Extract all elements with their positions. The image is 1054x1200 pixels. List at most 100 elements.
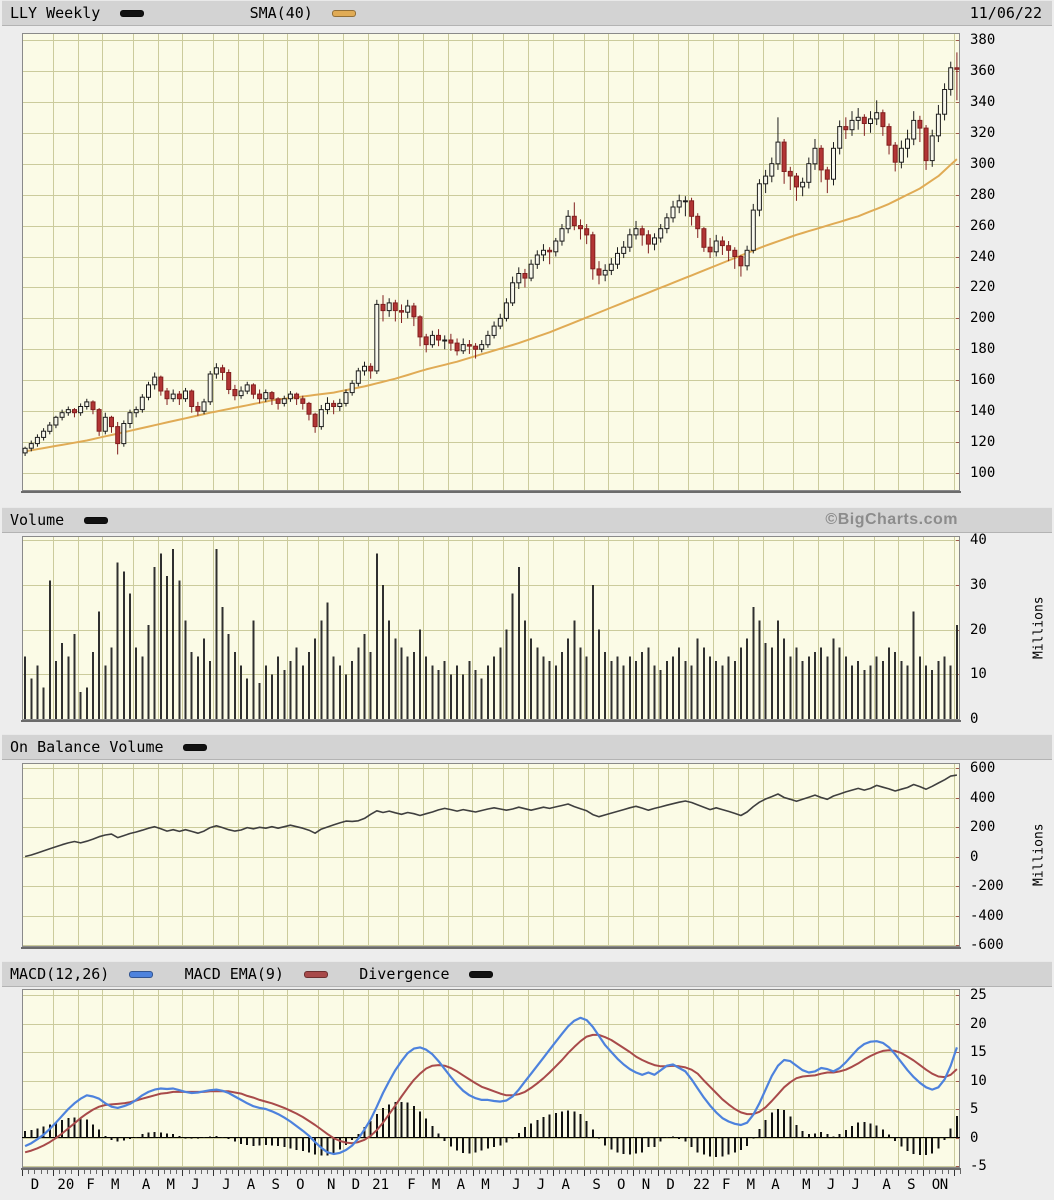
- y-tick-label: 0: [970, 848, 979, 865]
- month-tick: [342, 1170, 344, 1176]
- y-tick-label: 10: [970, 666, 987, 683]
- week-tick: [386, 1170, 388, 1174]
- obv-axis: 600 400 200 0 -200 -400 -600: [962, 760, 1054, 953]
- week-tick: [904, 1170, 906, 1174]
- week-tick: [589, 1170, 591, 1174]
- month-tick: [737, 1170, 739, 1176]
- month-tick: [447, 1170, 449, 1176]
- week-tick: [96, 1170, 98, 1174]
- obv-series-swatch: [183, 744, 208, 751]
- week-tick: [620, 1170, 622, 1174]
- x-tick-label: D: [351, 1177, 361, 1193]
- month-tick: [898, 1170, 900, 1176]
- week-tick: [349, 1170, 351, 1174]
- week-tick: [256, 1170, 258, 1174]
- week-tick: [521, 1170, 523, 1174]
- week-tick: [392, 1170, 394, 1174]
- week-tick: [312, 1170, 313, 1174]
- week-tick: [787, 1170, 789, 1174]
- week-tick: [201, 1170, 202, 1174]
- week-tick: [170, 1170, 172, 1174]
- y-tick-label: 160: [970, 372, 996, 389]
- y-tick-label: 240: [970, 248, 996, 265]
- month-tick: [77, 1170, 79, 1176]
- week-tick: [558, 1170, 560, 1174]
- week-tick: [293, 1170, 295, 1174]
- y-tick-label: 40: [970, 532, 987, 548]
- week-tick: [565, 1170, 567, 1174]
- month-tick: [22, 1170, 23, 1176]
- x-tick-label: M: [746, 1177, 756, 1193]
- week-tick: [275, 1170, 276, 1174]
- price-series-swatch: [119, 10, 144, 17]
- week-tick: [108, 1170, 110, 1174]
- week-tick: [750, 1170, 752, 1174]
- week-tick: [676, 1170, 678, 1174]
- main-header-bar: LLY Weekly SMA(40) 11/06/22: [2, 0, 1052, 26]
- x-tick-label: 20: [57, 1177, 75, 1193]
- week-tick: [960, 1170, 961, 1174]
- week-tick: [478, 1170, 480, 1174]
- month-tick: [238, 1170, 239, 1176]
- week-tick: [929, 1170, 931, 1174]
- sma-swatch: [332, 10, 357, 17]
- x-tick-label: M: [481, 1177, 490, 1193]
- x-tick-label: M: [166, 1177, 175, 1193]
- x-tick-label: N: [939, 1177, 949, 1193]
- week-tick: [824, 1170, 826, 1174]
- y-tick-label: 280: [970, 186, 996, 203]
- week-tick: [361, 1170, 363, 1174]
- week-tick: [731, 1170, 733, 1174]
- panel-divider: [21, 1168, 961, 1170]
- macd-legend-label: MACD(12,26): [10, 965, 110, 983]
- obv-panel-label: On Balance Volume: [10, 738, 164, 756]
- x-tick-label: S: [592, 1177, 601, 1193]
- week-tick: [379, 1170, 381, 1174]
- week-tick: [546, 1170, 548, 1174]
- week-tick: [435, 1170, 437, 1174]
- month-tick: [102, 1170, 104, 1176]
- week-tick: [188, 1170, 190, 1174]
- week-tick: [324, 1170, 326, 1174]
- week-tick: [614, 1170, 616, 1174]
- month-tick: [713, 1170, 715, 1176]
- macd-chart: [22, 989, 960, 1168]
- week-tick: [225, 1170, 227, 1174]
- week-tick: [645, 1170, 647, 1174]
- week-tick: [719, 1170, 721, 1174]
- macd-header-bar: MACD(12,26) MACD EMA(9) Divergence: [2, 961, 1052, 987]
- y-tick-label: 20: [970, 1015, 987, 1032]
- week-tick: [410, 1170, 412, 1174]
- week-tick: [540, 1170, 542, 1174]
- obv-line-chart: [22, 763, 960, 947]
- week-tick: [830, 1170, 832, 1174]
- y-tick-label: 25: [970, 987, 987, 1003]
- week-tick: [145, 1170, 147, 1174]
- month-tick: [608, 1170, 610, 1176]
- volume-panel-label: Volume: [10, 511, 65, 529]
- week-tick: [281, 1170, 283, 1174]
- week-tick: [114, 1170, 116, 1174]
- x-tick-label: S: [907, 1177, 916, 1193]
- week-tick: [219, 1170, 221, 1174]
- x-tick-label: 22: [693, 1177, 710, 1193]
- week-tick: [595, 1170, 597, 1174]
- month-tick: [472, 1170, 474, 1176]
- x-tick-label: A: [882, 1177, 891, 1193]
- week-tick: [744, 1170, 745, 1174]
- x-tick-label: O: [296, 1177, 305, 1193]
- week-tick: [59, 1170, 60, 1174]
- macd-line-swatch: [128, 971, 153, 978]
- week-tick: [28, 1170, 30, 1174]
- week-tick: [682, 1170, 684, 1174]
- y-tick-label: 0: [970, 711, 979, 727]
- obv-panel: [22, 763, 960, 947]
- week-tick: [373, 1170, 375, 1174]
- week-tick: [509, 1170, 511, 1174]
- week-tick: [466, 1170, 468, 1174]
- month-tick: [528, 1170, 529, 1176]
- week-tick: [756, 1170, 758, 1174]
- x-tick-label: M: [802, 1177, 811, 1193]
- month-tick: [133, 1170, 135, 1176]
- week-tick: [836, 1170, 838, 1174]
